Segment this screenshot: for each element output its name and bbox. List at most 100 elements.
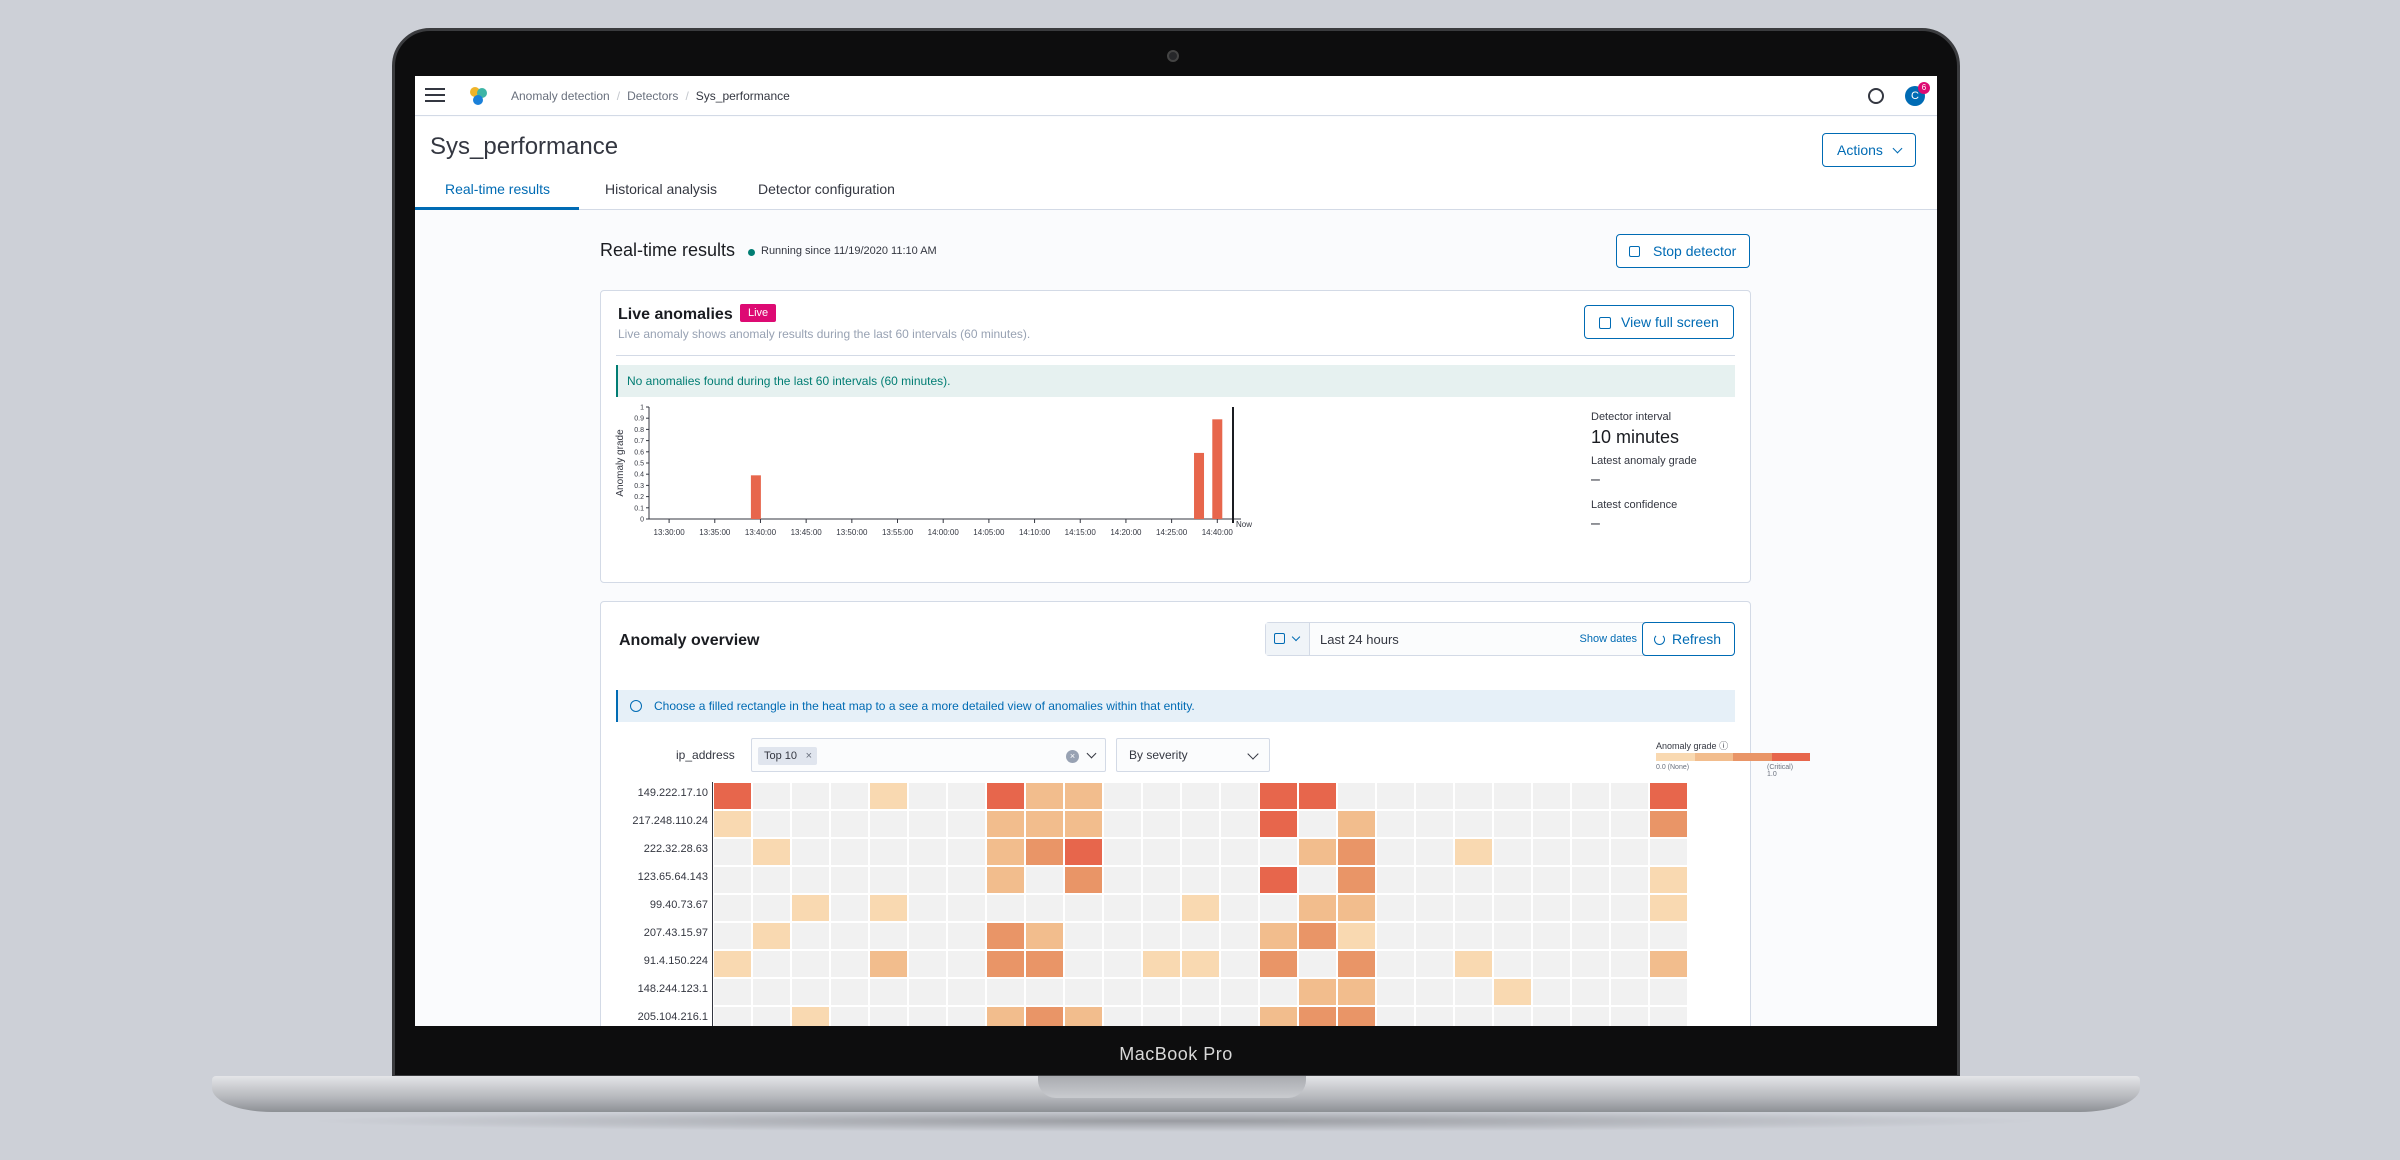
- show-dates-link[interactable]: Show dates: [1579, 633, 1637, 645]
- heatmap-cell[interactable]: [1026, 811, 1063, 837]
- x-tick-label: 14:20:00: [1110, 528, 1142, 537]
- heatmap-cell[interactable]: [987, 951, 1024, 977]
- sort-select[interactable]: By severity: [1116, 738, 1270, 772]
- heatmap-cell: [753, 951, 790, 977]
- heatmap-cell[interactable]: [1338, 951, 1375, 977]
- breadcrumb-item[interactable]: Anomaly detection: [511, 89, 610, 103]
- heatmap-cell[interactable]: [987, 839, 1024, 865]
- heatmap-cell[interactable]: [1650, 867, 1687, 893]
- heatmap-cell[interactable]: [1650, 811, 1687, 837]
- heatmap-cell[interactable]: [1299, 895, 1336, 921]
- heatmap-cell[interactable]: [1260, 923, 1297, 949]
- heatmap-cell[interactable]: [1299, 1007, 1336, 1026]
- heatmap-cell[interactable]: [1338, 811, 1375, 837]
- heatmap-row-label: 99.40.73.67: [649, 899, 708, 911]
- heatmap-cell[interactable]: [1455, 839, 1492, 865]
- heatmap-cell: [1455, 1007, 1492, 1026]
- tab-detector-configuration[interactable]: Detector configuration: [758, 181, 895, 197]
- heatmap-cell: [948, 867, 985, 893]
- heatmap-cell: [1572, 1007, 1609, 1026]
- heatmap-cell[interactable]: [1065, 1007, 1102, 1026]
- page-title: Sys_performance: [430, 133, 619, 160]
- heatmap-cell[interactable]: [1338, 1007, 1375, 1026]
- refresh-icon: [1654, 634, 1665, 645]
- heatmap-cell: [1572, 895, 1609, 921]
- heatmap-cell: [1455, 895, 1492, 921]
- date-range-text[interactable]: Last 24 hours: [1320, 632, 1399, 647]
- heatmap-cell[interactable]: [1299, 979, 1336, 1005]
- heatmap-cell[interactable]: [987, 867, 1024, 893]
- heatmap-cell[interactable]: [870, 895, 907, 921]
- heatmap-cell[interactable]: [792, 1007, 829, 1026]
- heatmap-cell[interactable]: [1455, 951, 1492, 977]
- heatmap-cell[interactable]: [987, 923, 1024, 949]
- clear-icon[interactable]: ×: [1066, 750, 1079, 763]
- heatmap-cell: [714, 839, 751, 865]
- heatmap-cell[interactable]: [870, 783, 907, 809]
- y-tick-label: 0.4: [634, 472, 644, 479]
- heatmap-cell[interactable]: [1260, 867, 1297, 893]
- date-picker[interactable]: Last 24 hours Show dates: [1265, 622, 1652, 656]
- heatmap-cell[interactable]: [714, 811, 751, 837]
- heatmap-cell[interactable]: [792, 895, 829, 921]
- stop-detector-button[interactable]: Stop detector: [1616, 234, 1750, 268]
- heatmap-cell[interactable]: [987, 811, 1024, 837]
- heatmap-cell[interactable]: [1026, 839, 1063, 865]
- no-anomalies-callout: No anomalies found during the last 60 in…: [616, 365, 1735, 397]
- heatmap-cell[interactable]: [1299, 839, 1336, 865]
- heatmap-cell[interactable]: [714, 951, 751, 977]
- entity-combo-box[interactable]: Top 10 × ×: [751, 738, 1106, 772]
- heatmap-cell[interactable]: [1338, 895, 1375, 921]
- heatmap-cell[interactable]: [1065, 783, 1102, 809]
- menu-icon[interactable]: [425, 88, 445, 102]
- heatmap-cell[interactable]: [1338, 923, 1375, 949]
- app-logo-icon[interactable]: [467, 85, 489, 107]
- heatmap-cell[interactable]: [1494, 979, 1531, 1005]
- chevron-down-icon[interactable]: [1086, 748, 1097, 759]
- heatmap-cell[interactable]: [1065, 811, 1102, 837]
- info-icon[interactable]: ⓘ: [1719, 741, 1729, 751]
- heatmap-cell[interactable]: [1338, 979, 1375, 1005]
- breadcrumb-item[interactable]: Detectors: [627, 89, 679, 103]
- heatmap-cell[interactable]: [1650, 951, 1687, 977]
- heatmap-cell[interactable]: [753, 923, 790, 949]
- heatmap-cell[interactable]: [1065, 867, 1102, 893]
- heatmap-cell[interactable]: [1650, 895, 1687, 921]
- heatmap-cell[interactable]: [1182, 895, 1219, 921]
- heatmap-cell: [1494, 951, 1531, 977]
- heatmap-cell[interactable]: [1260, 783, 1297, 809]
- heatmap-cell[interactable]: [1026, 1007, 1063, 1026]
- heatmap-cell[interactable]: [1260, 811, 1297, 837]
- help-icon[interactable]: [1868, 88, 1884, 104]
- heatmap-cell: [1377, 811, 1414, 837]
- heatmap-cell[interactable]: [1260, 951, 1297, 977]
- heatmap-cell[interactable]: [1065, 839, 1102, 865]
- heatmap-cell[interactable]: [870, 951, 907, 977]
- heatmap-row-label: 149.222.17.10: [637, 787, 708, 799]
- heatmap-cell[interactable]: [714, 783, 751, 809]
- remove-pill-icon[interactable]: ×: [805, 750, 813, 762]
- heatmap-cell: [1611, 867, 1648, 893]
- heatmap-cell[interactable]: [1338, 839, 1375, 865]
- calendar-dropdown[interactable]: [1266, 623, 1310, 655]
- heatmap-cell[interactable]: [987, 783, 1024, 809]
- actions-button[interactable]: Actions: [1822, 133, 1916, 167]
- heatmap-cell: [1533, 923, 1570, 949]
- heatmap-cell[interactable]: [987, 1007, 1024, 1026]
- heatmap-cell[interactable]: [1338, 867, 1375, 893]
- heatmap-cell[interactable]: [1026, 783, 1063, 809]
- tab-historical-analysis[interactable]: Historical analysis: [605, 181, 718, 197]
- refresh-button[interactable]: Refresh: [1642, 622, 1735, 656]
- heatmap-cell[interactable]: [1026, 923, 1063, 949]
- heatmap-cell[interactable]: [1182, 951, 1219, 977]
- heatmap-cell[interactable]: [1299, 923, 1336, 949]
- tab-real-time-results[interactable]: Real-time results: [445, 181, 551, 197]
- heatmap-cell[interactable]: [1026, 951, 1063, 977]
- heatmap-cell[interactable]: [753, 839, 790, 865]
- heatmap-cell[interactable]: [1260, 1007, 1297, 1026]
- heatmap-cell[interactable]: [1143, 951, 1180, 977]
- heatmap-cell[interactable]: [1650, 783, 1687, 809]
- heatmap-cell[interactable]: [1299, 783, 1336, 809]
- view-full-screen-button[interactable]: View full screen: [1584, 305, 1734, 339]
- x-tick-label: 14:05:00: [973, 528, 1005, 537]
